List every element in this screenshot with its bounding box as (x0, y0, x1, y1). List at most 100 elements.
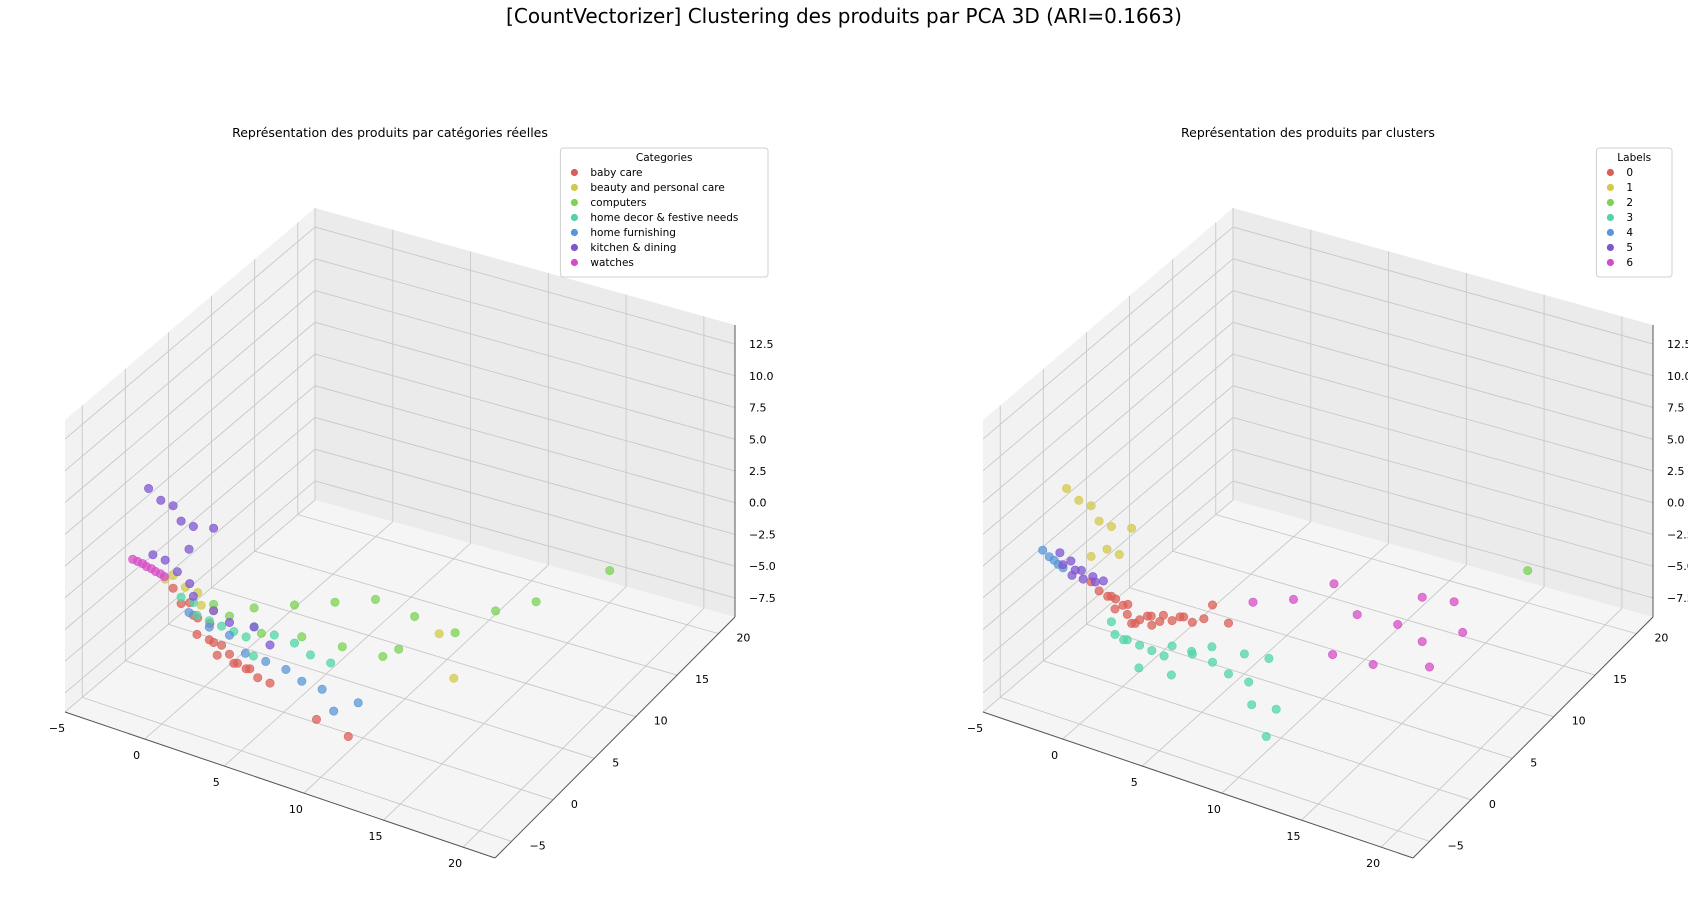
data-point-0 (1118, 600, 1128, 610)
legend-marker (1606, 243, 1614, 252)
y-tick-label: 0 (571, 798, 578, 811)
data-point-baby-care (192, 629, 202, 639)
z-tick-label: 10.0 (749, 370, 774, 383)
y-tick-label: 10 (654, 715, 668, 728)
data-point-1 (1062, 483, 1072, 493)
x-tick-label: 0 (1051, 749, 1058, 762)
z-tick-label: −7.5 (1667, 592, 1688, 605)
z-gridline-back (1232, 258, 1654, 377)
z-gridline-back (314, 321, 736, 440)
data-point-6 (1329, 579, 1339, 589)
data-point-kitchen-dining (148, 550, 158, 560)
z-tick-label: 0.0 (749, 497, 767, 510)
z-gridline-back (1232, 448, 1654, 567)
data-point-0 (1167, 616, 1177, 626)
legend-marker (570, 213, 579, 222)
z-gridline-side (982, 226, 1234, 440)
z-tick-label: 0.0 (1667, 497, 1685, 510)
z-gridline-back (1232, 226, 1654, 345)
y-gridline (1086, 623, 1513, 759)
data-point-home-furnishing (261, 656, 271, 666)
x-tick-label: 5 (1131, 776, 1138, 789)
z-tick-label: −2.5 (749, 528, 776, 541)
data-point-computers (297, 632, 307, 642)
data-point-6 (1393, 619, 1403, 629)
legend-marker (570, 243, 579, 252)
data-point-6 (1289, 594, 1299, 604)
y-gridline (125, 660, 554, 801)
x-gridline (144, 521, 394, 740)
right-3d-scatter-panel: −505101520−505101520−7.5−5.0−2.50.02.55.… (967, 125, 1688, 870)
y-tick-label: 20 (1654, 632, 1668, 645)
legend-title: Labels (1617, 152, 1651, 164)
data-point-home-decor-festive-needs (248, 651, 258, 661)
data-point-6 (1458, 627, 1468, 637)
legend-entry: watches (590, 257, 634, 269)
data-point-kitchen-dining (249, 622, 259, 632)
data-point-baby-care (311, 714, 321, 724)
x-gridline (1141, 542, 1389, 767)
x-tick-label: 5 (213, 776, 220, 789)
data-point-kitchen-dining (265, 640, 275, 650)
y-tick-label: 5 (612, 756, 619, 769)
data-point-computers (249, 603, 259, 613)
y-gridline (297, 514, 719, 635)
z-gridline-side (64, 353, 316, 567)
data-point-baby-care (212, 650, 222, 660)
data-point-3 (1134, 663, 1144, 673)
legend-entry: 6 (1626, 257, 1633, 269)
data-point-computers (378, 651, 388, 661)
data-point-3 (1261, 731, 1271, 741)
z-gridline-side (982, 385, 1234, 599)
data-point-home-furnishing (329, 706, 339, 716)
data-point-5 (1098, 576, 1108, 586)
data-point-computers (491, 606, 501, 616)
data-point-baby-care (253, 673, 263, 683)
data-point-3 (1247, 700, 1257, 710)
y-tick-label: 15 (1613, 673, 1627, 686)
data-point-kitchen-dining (160, 555, 170, 565)
data-point-kitchen-dining (209, 606, 219, 616)
data-point-computers (531, 597, 541, 607)
data-point-computers (410, 611, 420, 621)
data-point-kitchen-dining (168, 501, 178, 511)
data-point-kitchen-dining (225, 617, 235, 627)
x-gridline (1062, 521, 1312, 740)
data-point-computers (256, 628, 266, 638)
z-gridline-side (64, 290, 316, 503)
legend-box (559, 147, 769, 278)
legend-entry: home decor & festive needs (590, 212, 738, 224)
y-tick-label: 10 (1572, 715, 1586, 728)
z-gridline-back (314, 480, 736, 599)
data-point-kitchen-dining (188, 591, 198, 601)
data-point-beauty-and-personal-care (449, 673, 459, 683)
data-point-3 (1208, 657, 1218, 667)
x-tick-label: 10 (289, 803, 303, 816)
data-point-home-decor-festive-needs (241, 632, 251, 642)
y-gridline (254, 550, 678, 676)
z-tick-label: 5.0 (749, 433, 767, 446)
data-point-kitchen-dining (184, 544, 194, 554)
x-axis-line (64, 711, 496, 859)
data-point-watches (159, 572, 169, 582)
z-tick-label: 5.0 (1667, 433, 1685, 446)
data-point-0 (1158, 610, 1168, 620)
y-gridline (168, 623, 595, 759)
data-point-1 (1106, 521, 1116, 531)
data-point-6 (1417, 592, 1427, 602)
z-gridline-side (982, 417, 1234, 630)
legend-entry: 3 (1626, 212, 1633, 224)
legend-entry: home furnishing (590, 227, 676, 239)
legend-marker (570, 168, 579, 177)
legend-marker (1606, 183, 1614, 192)
left-3d-scatter-panel: −5 0 5 10 15 20 −5 0 5 10 15 20 −7.5 −5.0 −2.5 0.0 2.5 5.… (49, 125, 776, 870)
data-point-5 (1055, 548, 1065, 558)
z-gridline-side (64, 385, 316, 599)
x-gridline (303, 564, 549, 794)
z-tick-label: −2.5 (1667, 528, 1688, 541)
data-point-0 (1208, 600, 1218, 610)
data-point-home-decor-festive-needs (289, 638, 299, 648)
z-tick-label: 7.5 (1667, 402, 1685, 415)
data-point-3 (1167, 641, 1177, 651)
